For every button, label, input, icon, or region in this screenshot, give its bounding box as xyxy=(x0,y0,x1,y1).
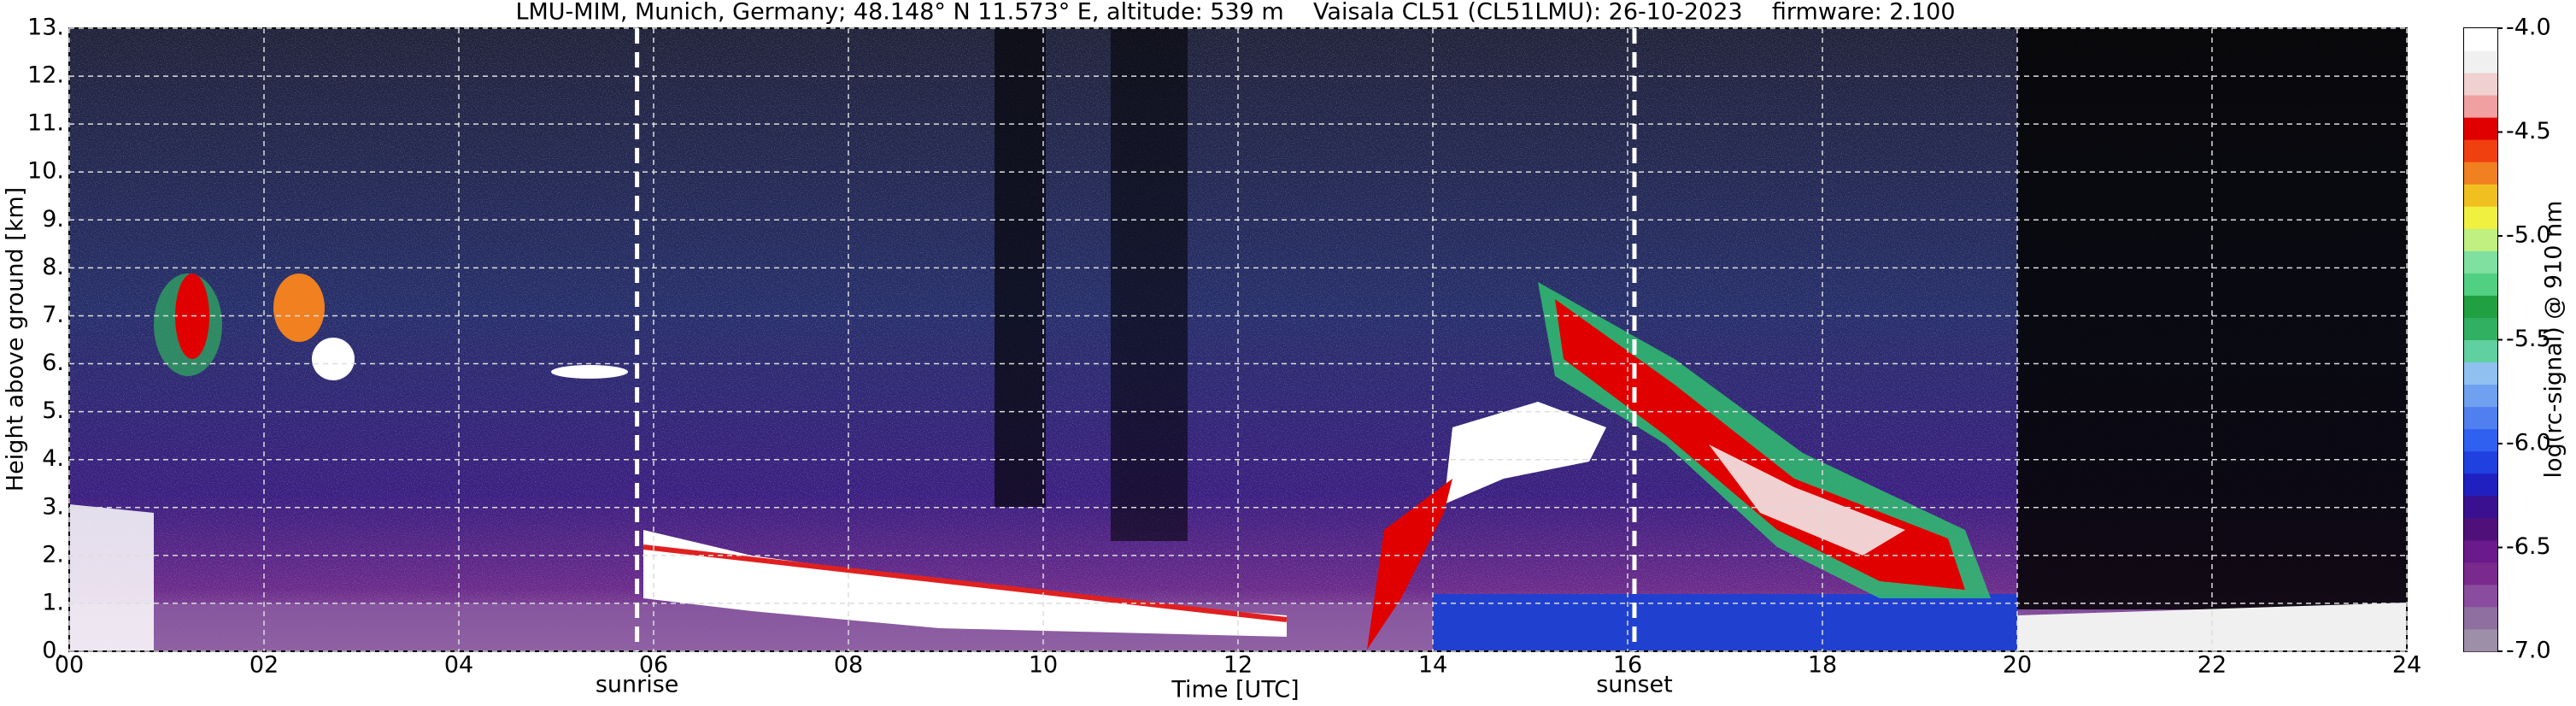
annotation-label: sunset xyxy=(1596,672,1673,698)
y-tick-label: 11. xyxy=(27,110,64,137)
colorbar-band xyxy=(2464,517,2497,541)
colorbar-tick-label: -5.0 xyxy=(2506,222,2551,249)
x-tick-label: 14 xyxy=(1418,652,1447,679)
colorbar-label: log(rc-signal) @ 910 nm xyxy=(2541,201,2567,479)
colorbar-band xyxy=(2464,606,2497,630)
colorbar-tick-label: -6.5 xyxy=(2506,533,2551,560)
y-tick-label: 1. xyxy=(42,589,64,615)
x-tick-label: 02 xyxy=(249,652,279,679)
x-tick-label: 00 xyxy=(55,652,84,679)
chart-title: LMU-MIM, Munich, Germany; 48.148° N 11.5… xyxy=(515,0,1955,26)
colorbar-tick-label: -4.0 xyxy=(2506,15,2551,41)
colorbar-band xyxy=(2464,473,2497,497)
y-tick-label: 5. xyxy=(42,397,64,424)
colorbar-tick-label: -7.0 xyxy=(2506,638,2551,664)
colorbar-band xyxy=(2464,539,2497,563)
colorbar-band xyxy=(2464,73,2497,96)
colorbar-band xyxy=(2464,162,2497,185)
x-tick-label: 04 xyxy=(444,652,473,679)
annotation-label: sunrise xyxy=(596,672,679,698)
colorbar-band xyxy=(2464,139,2497,162)
colorbar-band xyxy=(2464,628,2497,652)
colorbar-band xyxy=(2464,406,2497,430)
x-tick-label: 18 xyxy=(1808,652,1837,679)
colorbar-band xyxy=(2464,450,2497,474)
colorbar-band xyxy=(2464,95,2497,118)
colorbar-band xyxy=(2464,28,2497,51)
y-tick-label: 9. xyxy=(42,206,64,232)
x-tick-label: 22 xyxy=(2198,652,2227,679)
colorbar-tick-label: -6.0 xyxy=(2506,430,2551,456)
colorbar-band xyxy=(2464,339,2497,363)
y-tick-label: 0. xyxy=(42,638,64,664)
x-tick-label: 10 xyxy=(1029,652,1058,679)
colorbar-band xyxy=(2464,584,2497,608)
colorbar-band xyxy=(2464,184,2497,207)
x-tick-label: 20 xyxy=(2003,652,2032,679)
colorbar-tick-label: -5.5 xyxy=(2506,326,2551,352)
x-tick-label: 24 xyxy=(2392,652,2421,679)
x-tick-label: 12 xyxy=(1223,652,1253,679)
x-axis-label: Time [UTC] xyxy=(1171,677,1299,703)
colorbar-band xyxy=(2464,50,2497,74)
colorbar-band xyxy=(2464,317,2497,340)
y-axis-label: Height above ground [km] xyxy=(3,187,29,491)
y-tick-label: 6. xyxy=(42,350,64,376)
x-tick-label: 08 xyxy=(834,652,863,679)
colorbar-band xyxy=(2464,250,2497,274)
y-tick-label: 12. xyxy=(27,62,64,89)
colorbar-band xyxy=(2464,117,2497,140)
y-tick-label: 2. xyxy=(42,541,64,568)
colorbar-band xyxy=(2464,362,2497,385)
y-tick-label: 8. xyxy=(42,254,64,280)
colorbar-band xyxy=(2464,562,2497,585)
colorbar-band xyxy=(2464,295,2497,318)
y-tick-label: 13. xyxy=(27,15,64,41)
colorbar-band xyxy=(2464,273,2497,296)
colorbar-band xyxy=(2464,495,2497,519)
colorbar-band xyxy=(2464,384,2497,408)
colorbar-band xyxy=(2464,206,2497,229)
colorbar-band xyxy=(2464,228,2497,251)
y-tick-label: 7. xyxy=(42,302,64,328)
x-tick-label: 06 xyxy=(639,652,668,679)
y-tick-label: 4. xyxy=(42,445,64,472)
y-tick-label: 3. xyxy=(42,493,64,520)
y-tick-label: 10. xyxy=(27,158,64,185)
colorbar-tick-label: -4.5 xyxy=(2506,118,2551,144)
colorbar-band xyxy=(2464,428,2497,452)
x-tick-label: 16 xyxy=(1613,652,1642,679)
